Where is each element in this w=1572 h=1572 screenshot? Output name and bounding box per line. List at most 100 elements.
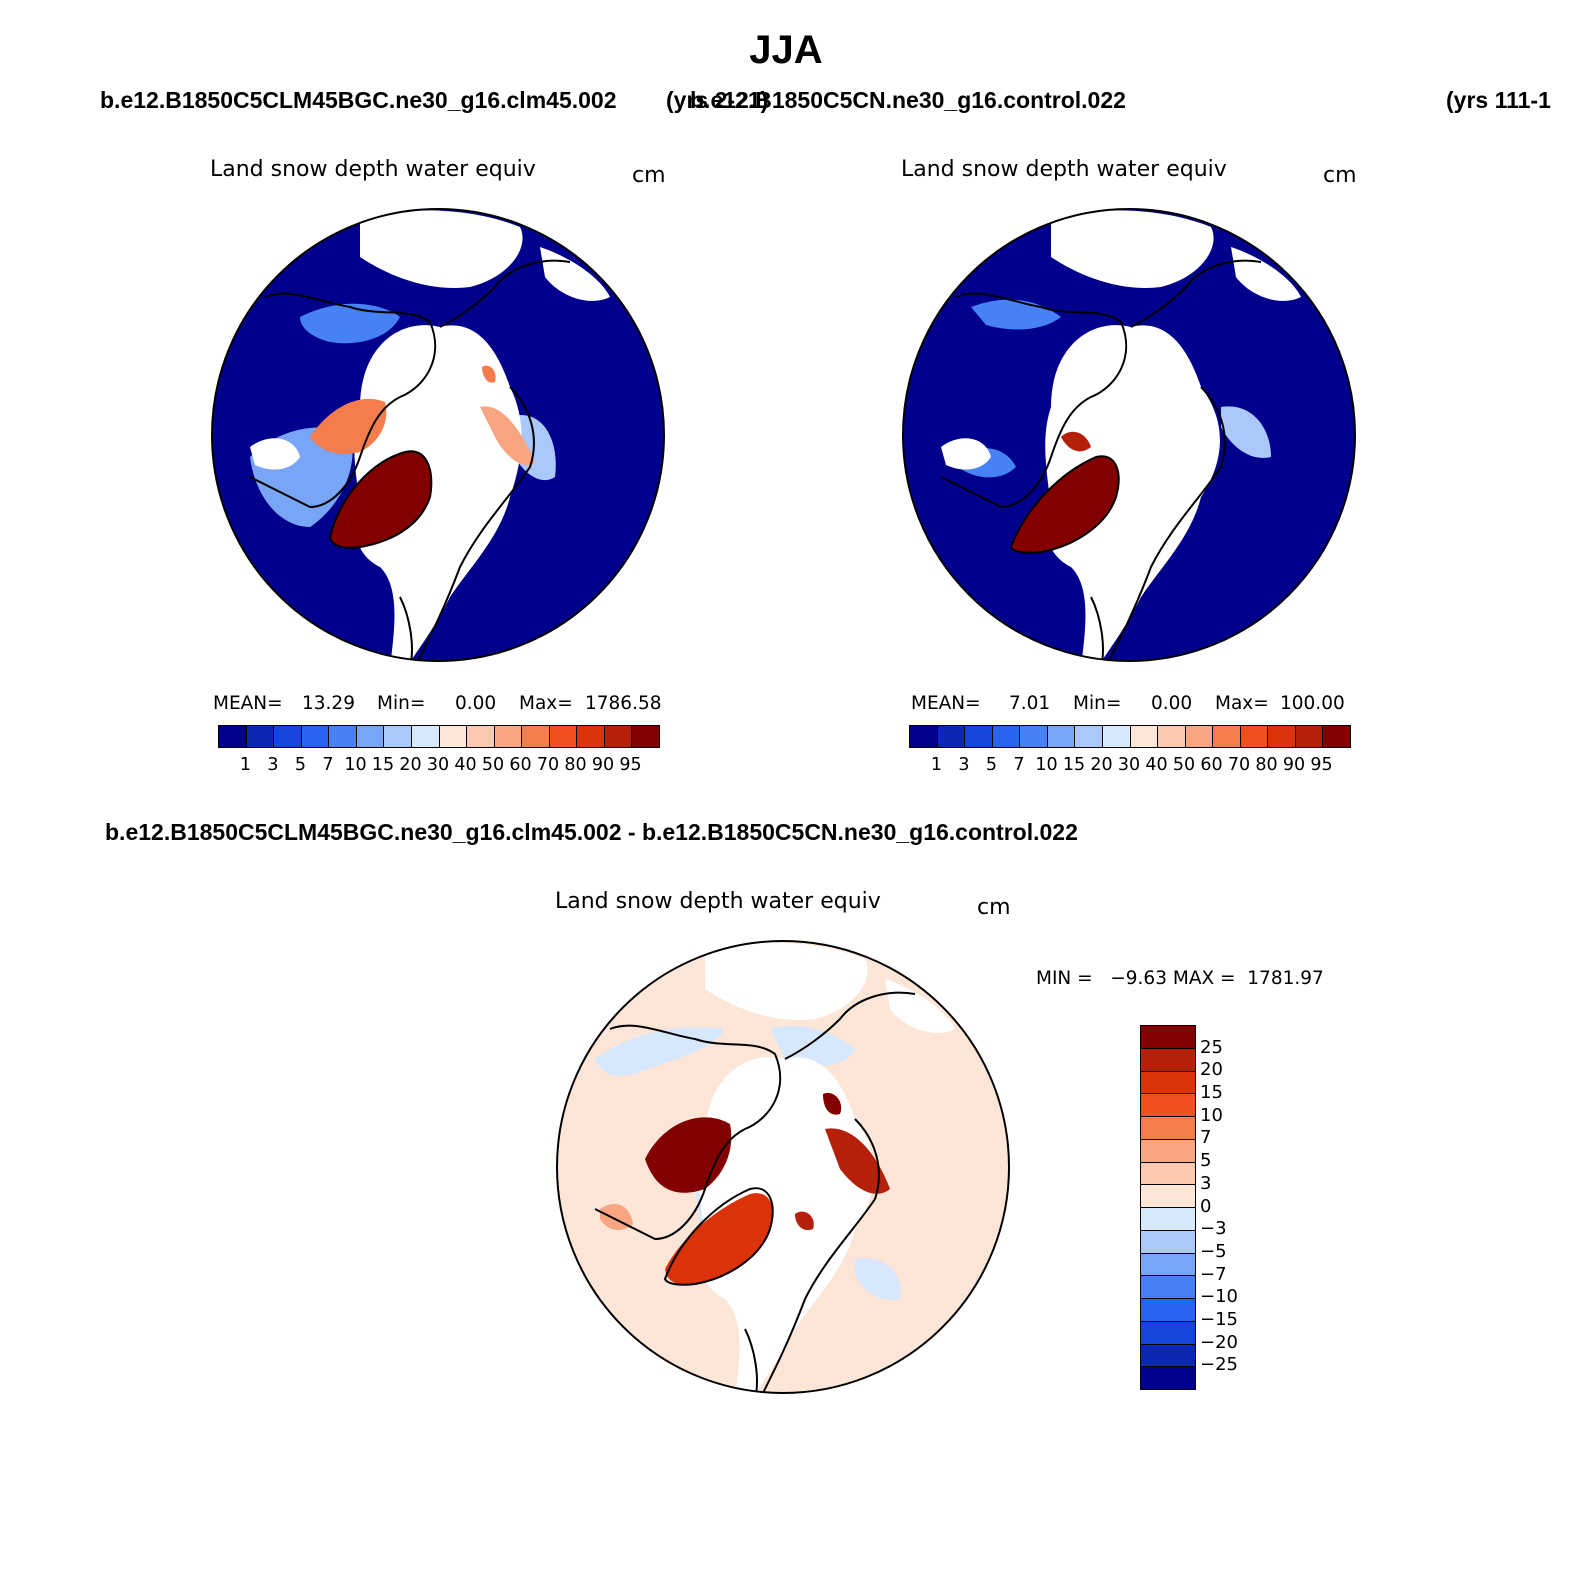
panel1-colorbar-tick-label: 80 <box>564 755 587 775</box>
panel1-high-snow-region <box>482 365 496 383</box>
panel1-min-value: 0.00 <box>455 693 497 714</box>
panel1-colorbar-swatch <box>301 726 330 747</box>
diff-colorbar-tick-label: 3 <box>1200 1172 1212 1194</box>
panel1-no-snow-ocean <box>354 325 522 661</box>
panel1-polar-map <box>211 208 665 662</box>
panel1-greenland-snow <box>330 451 432 548</box>
panel1-colorbar-tick-label: 1 <box>239 755 252 775</box>
diff-polar-map <box>556 940 1010 1394</box>
case1-years: (yrs 2-21) <box>666 87 769 113</box>
panel1-colorbar-tick-label: 3 <box>267 755 279 775</box>
panel2-colorbar-swatch <box>1130 726 1159 747</box>
diff-colorbar-swatch <box>1141 1344 1195 1368</box>
panel2-colorbar-swatch <box>1185 726 1214 747</box>
panel1-colorbar-tick-label: 95 <box>619 755 642 775</box>
panel1-colorbar-swatch <box>467 726 495 747</box>
case2-name: b.e12.B1850C5CN.ne30_g16.control.022 <box>690 87 1126 113</box>
panel1-colorbar-ticks: 1 3 5 7 10 15 20 30 40 50 60 70 80 90 95 <box>218 755 658 777</box>
panel2-colorbar-tick-label: 7 <box>1013 755 1025 775</box>
diff-colorbar-tick-label: 7 <box>1200 1127 1212 1149</box>
diff-colorbar-tick-label: −20 <box>1200 1331 1238 1353</box>
panel1-colorbar-tick-label: 50 <box>481 755 505 775</box>
panel1-min-label: Min= <box>377 693 426 714</box>
diff-colorbar-swatch <box>1141 1208 1195 1231</box>
diff-colorbar-tick-label: 25 <box>1200 1036 1223 1058</box>
panel2-units-label: cm <box>1323 163 1357 188</box>
panel2-colorbar-swatch <box>1020 726 1048 747</box>
panel1-max-label: Max= <box>519 693 573 714</box>
panel1-colorbar-swatch <box>522 726 550 747</box>
panel1-no-snow-region <box>360 210 523 288</box>
panel2-colorbar-tick-label: 5 <box>985 755 998 775</box>
diff-colorbar-tick-label: 15 <box>1200 1082 1223 1104</box>
panel2-colorbar-tick-label: 30 <box>1117 755 1141 775</box>
diff-title: b.e12.B1850C5CLM45BGC.ne30_g16.clm45.002… <box>105 819 1078 845</box>
panel2-colorbar-ticks: 1 3 5 7 10 15 20 30 40 50 60 70 80 90 95 <box>909 755 1349 777</box>
diff-colorbar-swatch <box>1141 1117 1195 1140</box>
diff-colorbar-tick-label: 20 <box>1200 1059 1223 1081</box>
panel2-colorbar-swatch <box>1323 726 1350 747</box>
diff-positive-region <box>825 1128 890 1194</box>
panel2-mean-label: MEAN= <box>911 693 981 714</box>
diff-minmax-label: MIN = −9.63 MAX = 1781.97 <box>1036 968 1324 989</box>
panel2-colorbar-tick-label: 40 <box>1145 755 1168 775</box>
panel2-colorbar-swatch <box>910 726 938 747</box>
diff-colorbar-tick-label: 10 <box>1200 1104 1223 1126</box>
panel1-colorbar-tick-label: 40 <box>454 755 477 775</box>
panel2-colorbar-swatch <box>1295 726 1324 747</box>
panel2-light-blue-region <box>1221 406 1271 458</box>
panel2-colorbar-swatch <box>1213 726 1241 747</box>
panel1-no-snow-region <box>250 438 300 470</box>
panel2-no-snow-region <box>941 438 991 470</box>
diff-units-label: cm <box>977 895 1011 920</box>
panel2-colorbar-swatch <box>1240 726 1269 747</box>
panel1-colorbar-tick-label: 20 <box>399 755 422 775</box>
panel2-colorbar <box>909 725 1351 748</box>
panel2-colorbar-tick-label: 3 <box>958 755 970 775</box>
diff-colorbar-swatch <box>1141 1162 1195 1186</box>
figure-title: JJA <box>749 28 823 72</box>
panel1-colorbar-tick-label: 60 <box>509 755 532 775</box>
panel2-colorbar-tick-label: 1 <box>930 755 943 775</box>
panel1-colorbar-tick-label: 10 <box>344 755 367 775</box>
panel2-no-snow-region <box>1051 210 1214 288</box>
case1-name: b.e12.B1850C5CLM45BGC.ne30_g16.clm45.002 <box>100 87 617 113</box>
panel2-colorbar-swatch <box>1075 726 1103 747</box>
diff-colorbar-tick-label: −10 <box>1200 1286 1238 1308</box>
panel1-colorbar-tick-label: 30 <box>426 755 450 775</box>
diff-colorbar-tick-label: −25 <box>1200 1354 1238 1376</box>
panel2-colorbar-swatch <box>965 726 993 747</box>
panel1-colorbar-swatch <box>549 726 578 747</box>
panel2-min-label: Min= <box>1073 693 1122 714</box>
diff-variable-label: Land snow depth water equiv <box>555 889 881 914</box>
diff-colorbar-swatch <box>1141 1026 1195 1049</box>
diff-colorbar-swatch <box>1141 1139 1195 1163</box>
panel2-polar-map <box>902 208 1356 662</box>
panel1-max-value: 1786.58 <box>585 693 662 714</box>
panel2-colorbar-tick-label: 70 <box>1227 755 1251 775</box>
panel1-colorbar-tick-label: 7 <box>322 755 334 775</box>
panel1-colorbar-swatch <box>411 726 440 747</box>
diff-colorbar-swatch <box>1141 1094 1195 1117</box>
panel1-light-blue-region <box>300 303 400 344</box>
panel1-colorbar-swatch <box>329 726 357 747</box>
panel1-colorbar-swatch <box>604 726 633 747</box>
diff-large-positive-region <box>795 1211 814 1231</box>
panel1-colorbar-tick-label: 70 <box>536 755 560 775</box>
diff-colorbar-swatch <box>1141 1048 1195 1072</box>
panel1-colorbar-swatch <box>246 726 275 747</box>
diff-small-negative-region <box>855 1258 901 1300</box>
panel1-mean-label: MEAN= <box>213 693 283 714</box>
diff-large-positive-region <box>823 1092 842 1115</box>
panel2-colorbar-swatch <box>1268 726 1296 747</box>
panel1-colorbar-tick-label: 15 <box>371 755 395 775</box>
panel2-max-label: Max= <box>1215 693 1269 714</box>
panel1-colorbar-swatch <box>274 726 302 747</box>
panel1-colorbar-swatch <box>632 726 659 747</box>
panel2-colorbar-tick-label: 20 <box>1090 755 1113 775</box>
diff-colorbar-swatch <box>1141 1230 1195 1254</box>
panel2-high-snow-region <box>1061 431 1091 452</box>
panel2-colorbar-tick-label: 10 <box>1035 755 1058 775</box>
panel2-colorbar-swatch <box>937 726 966 747</box>
panel2-colorbar-swatch <box>1102 726 1131 747</box>
